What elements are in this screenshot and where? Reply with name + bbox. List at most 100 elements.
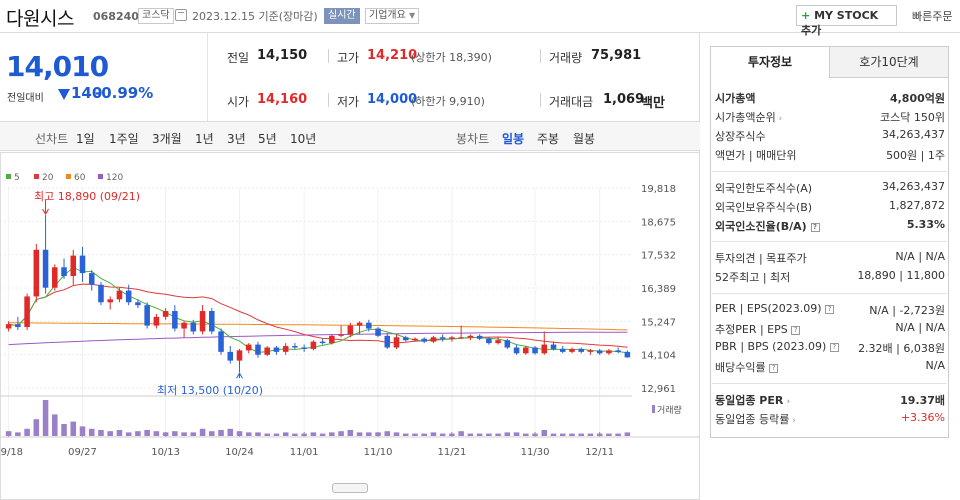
ma-20-line [8, 283, 628, 348]
y-tick-label: 19,818 [641, 184, 676, 195]
candle-body [52, 267, 58, 288]
invest-row-label: 동일업종 PER › [715, 394, 791, 407]
y-tick-label: 17,532 [641, 251, 676, 262]
volume-bar [15, 432, 21, 436]
volume-bar [467, 433, 474, 436]
section-divider [712, 171, 947, 172]
candle-body [504, 340, 511, 348]
invest-row-value: 2.32배 | 6,038원 [858, 342, 945, 355]
candle-body [449, 337, 455, 339]
volume-bar [61, 424, 67, 436]
volume-bar [356, 432, 363, 436]
invest-row-value: 34,263,437 [882, 128, 945, 141]
legend-swatch [6, 174, 11, 179]
resize-handle[interactable] [332, 483, 368, 493]
help-icon[interactable]: ? [791, 326, 801, 335]
help-icon[interactable]: ? [829, 343, 839, 352]
realtime-button[interactable]: 실시간 [324, 8, 360, 24]
candle-body [236, 350, 243, 361]
lower-limit: (하한가 9,910) [411, 95, 485, 108]
candle-body [458, 337, 464, 339]
add-mystock-label: MY STOCK 추가 [801, 9, 879, 37]
legend-label: 120 [106, 173, 123, 183]
help-icon[interactable]: ? [769, 364, 779, 373]
invest-row: 외국인소진율(B/A) ? 5.33% [715, 218, 945, 236]
invest-row: 상장주식수 34,263,437 [715, 128, 945, 146]
candle-weekly[interactable]: 주봉 [537, 132, 560, 146]
chevron-right-icon[interactable]: › [789, 416, 796, 426]
invest-row-value: 18,890 | 11,800 [857, 269, 945, 282]
chevron-down-icon: ▼ [409, 11, 416, 20]
help-icon[interactable]: ? [810, 223, 820, 232]
company-info-label: 기업개요 [369, 10, 406, 21]
volume-bar [449, 433, 455, 436]
invest-row-label: PBR | BPS (2023.09) ? [715, 340, 839, 353]
candle-body [181, 322, 187, 329]
prev-close-label: 전일 [227, 51, 250, 65]
candle-body [144, 305, 150, 326]
candle-body [33, 249, 40, 297]
candle-body [24, 296, 30, 328]
volume-bar [430, 432, 437, 436]
tab-orderbook[interactable]: 호가10단계 [829, 46, 949, 78]
period-3m[interactable]: 3개월 [152, 132, 182, 146]
chevron-right-icon[interactable]: › [783, 397, 791, 407]
period-5y[interactable]: 5년 [258, 132, 277, 146]
invest-row-label: 배당수익률 ? [715, 359, 779, 375]
candle-body [384, 335, 391, 348]
period-1d[interactable]: 1일 [76, 132, 95, 146]
legend-swatch [66, 174, 71, 179]
x-tick-label: 11/10 [364, 447, 393, 458]
candle-body [282, 346, 289, 352]
candle-body [356, 322, 363, 326]
candle-body [578, 348, 584, 352]
add-mystock-button[interactable]: + MY STOCK 추가 [796, 5, 897, 37]
invest-row-label: 액면가 | 매매단위 [715, 149, 797, 162]
plus-icon: + [801, 9, 811, 22]
candle-body [347, 325, 354, 335]
candle-body [430, 337, 437, 342]
volume-bar [52, 414, 58, 436]
quick-order-link[interactable]: 빠른주문 [912, 10, 953, 23]
candle-monthly[interactable]: 월봉 [573, 132, 596, 146]
volume-bar [301, 433, 307, 436]
chevron-right-icon[interactable]: › [775, 114, 783, 124]
legend-swatch [98, 174, 103, 179]
candle-body [199, 311, 206, 332]
period-3y[interactable]: 3년 [227, 132, 246, 146]
period-10y[interactable]: 10년 [290, 132, 317, 146]
candle-body [523, 347, 529, 354]
candle-body [125, 290, 132, 303]
invest-row-label: 외국인보유주식수(B) [715, 201, 813, 214]
y-tick-label: 16,389 [641, 284, 676, 295]
volume-bar [199, 428, 206, 436]
high-value: 14,210 [367, 48, 418, 63]
company-info-dropdown[interactable]: 기업개요 ▼ [365, 8, 420, 24]
volume-legend-label: 거래량 [657, 404, 682, 416]
candle-body [88, 273, 95, 285]
market-badge: 코스닥 [138, 8, 174, 24]
down-arrow-icon [58, 89, 70, 100]
period-1w[interactable]: 1주일 [109, 132, 139, 146]
candle-body [338, 334, 344, 336]
candle-body [486, 338, 492, 344]
candle-body [264, 347, 270, 355]
volume-bar [569, 433, 575, 436]
candle-body [245, 344, 252, 351]
volume-value: 75,981 [591, 48, 642, 63]
volume-bar [393, 432, 400, 436]
volume-bar [107, 431, 113, 436]
volume-bar [550, 433, 557, 436]
candle-body [615, 350, 621, 352]
help-icon[interactable]: ? [825, 305, 835, 314]
candle-body [541, 344, 548, 354]
upper-limit: (상한가 18,390) [411, 51, 492, 64]
period-1y[interactable]: 1년 [195, 132, 214, 146]
candle-body [153, 316, 160, 326]
candle-daily[interactable]: 일봉 [502, 132, 525, 146]
tab-invest-info[interactable]: 투자정보 [710, 46, 830, 78]
x-tick-label: 11/21 [437, 447, 466, 458]
volume-bar [347, 430, 354, 436]
legend-label: 60 [74, 173, 86, 183]
candlestick-chart[interactable]: 5 20 60 120 19,818 18,675 17,532 16,389 15,247 14… [0, 152, 700, 500]
